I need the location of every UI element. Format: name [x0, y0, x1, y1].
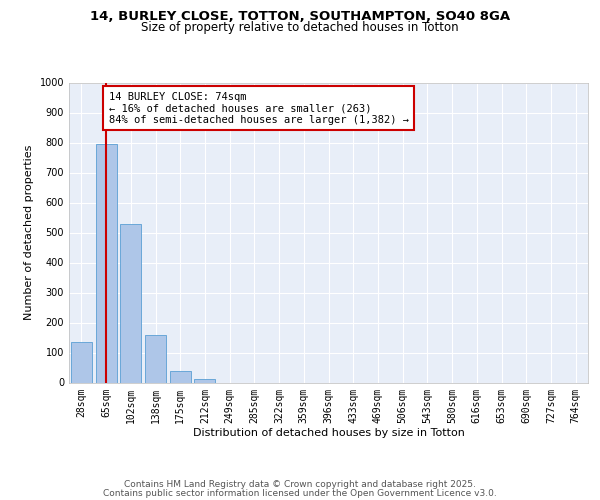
- Bar: [71, 342, 92, 382]
- Bar: [145, 334, 166, 382]
- Y-axis label: Number of detached properties: Number of detached properties: [24, 145, 34, 320]
- Text: Contains HM Land Registry data © Crown copyright and database right 2025.: Contains HM Land Registry data © Crown c…: [124, 480, 476, 489]
- Bar: [170, 370, 191, 382]
- Bar: [194, 379, 215, 382]
- X-axis label: Distribution of detached houses by size in Totton: Distribution of detached houses by size …: [193, 428, 464, 438]
- Text: Contains public sector information licensed under the Open Government Licence v3: Contains public sector information licen…: [103, 488, 497, 498]
- Bar: [120, 224, 141, 382]
- Bar: [95, 144, 116, 382]
- Text: Size of property relative to detached houses in Totton: Size of property relative to detached ho…: [141, 21, 459, 34]
- Text: 14 BURLEY CLOSE: 74sqm
← 16% of detached houses are smaller (263)
84% of semi-de: 14 BURLEY CLOSE: 74sqm ← 16% of detached…: [109, 92, 409, 124]
- Text: 14, BURLEY CLOSE, TOTTON, SOUTHAMPTON, SO40 8GA: 14, BURLEY CLOSE, TOTTON, SOUTHAMPTON, S…: [90, 10, 510, 23]
